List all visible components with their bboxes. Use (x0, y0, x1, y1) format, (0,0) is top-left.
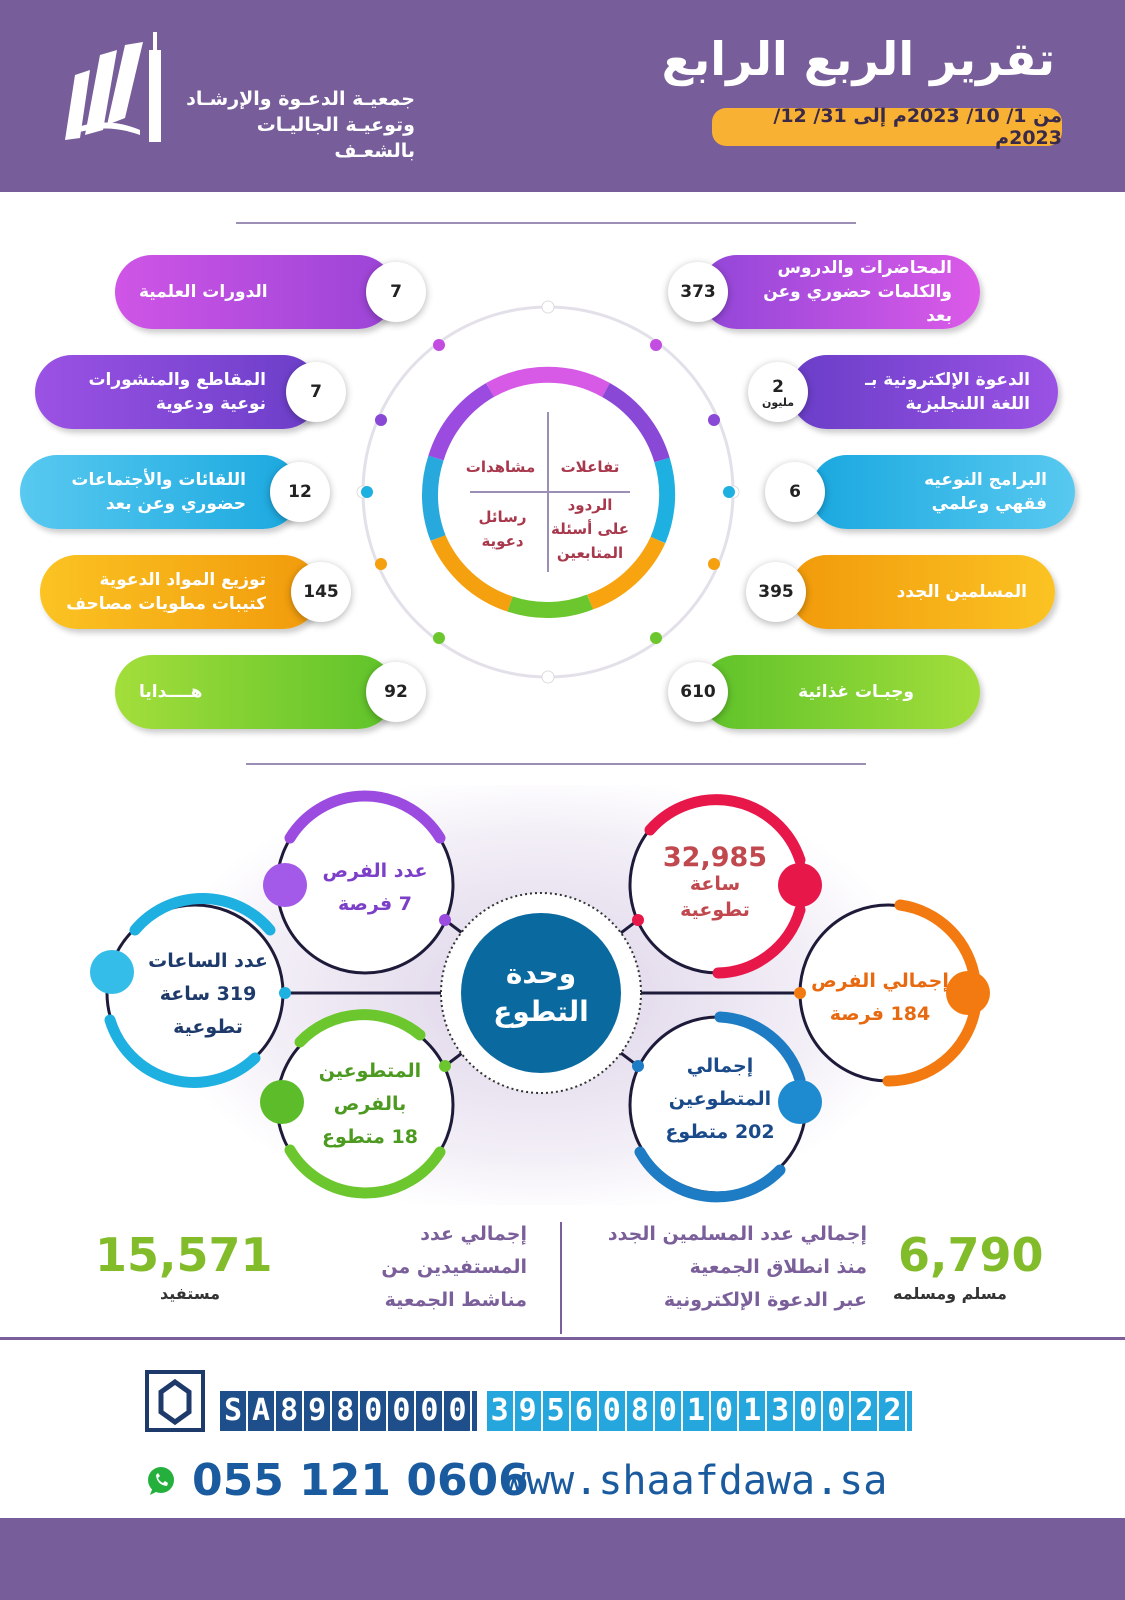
activity-label: الدعوة الإلكترونية بـ اللغة اللنجليزية (865, 370, 1030, 414)
center-quadrant-replies: الردود على أسئلة المتابعين (550, 496, 629, 562)
beneficiaries-label: إجمالي عدد المستفيدين من مناشط الجمعية (381, 1223, 527, 1311)
connector-dot (708, 414, 720, 426)
org-name: جمعيـة الدعـوة والإرشـاد وتوعيـة الجاليـا… (180, 86, 415, 164)
new-muslims-value: 6,790 (898, 1228, 1044, 1282)
iban-part1: SA8980000 (220, 1391, 477, 1431)
date-range-badge: من 1/ 10/ 2023م إلى 31/ 12/ 2023م (712, 105, 1062, 149)
activity-pill-materials: توزيع المواد الدعوية كتيبات مطويات مصاحف (40, 555, 320, 629)
activity-label: المسلمين الجدد (896, 582, 1027, 602)
activity-label: الدورات العلمية (139, 282, 268, 302)
connector-dot (361, 486, 373, 498)
volunteer-hours: عدد الساعات 319 ساعة تطوعية (148, 950, 268, 1038)
volunteer-diagram (90, 790, 990, 1203)
iban: SA8980000 395608010130022 (220, 1391, 912, 1431)
divider (236, 222, 856, 224)
divider (246, 763, 866, 765)
activity-value: 145 (291, 562, 351, 622)
connector-dot (375, 558, 387, 570)
connector-dot (650, 339, 662, 351)
activity-pill-courses: الدورات العلمية (115, 255, 395, 329)
connector-dot (433, 632, 445, 644)
new-muslims-label: إجمالي عدد المسلمين الجدد منذ انطلاق الجم… (607, 1223, 867, 1311)
activity-value: 7 (286, 362, 346, 422)
beneficiaries-unit: مستفيد (160, 1284, 221, 1303)
activity-label: وجبـات غذائية (798, 682, 914, 702)
website-link[interactable]: www.shaafdawa.sa (502, 1458, 888, 1504)
divider (560, 1222, 562, 1334)
activity-value: 12 (270, 462, 330, 522)
phone-number[interactable]: 055 121 0606 (192, 1455, 529, 1506)
activity-label: المحاضرات والدروس والكلمات حضوري وعن بعد (763, 258, 952, 326)
activity-value: 373 (668, 262, 728, 322)
footer-bar (0, 1518, 1125, 1600)
bank-logo-icon (145, 1370, 205, 1432)
activity-pill-posts: المقاطع والمنشورات نوعية ودعوية (35, 355, 320, 429)
activity-value: 395 (746, 562, 806, 622)
page-title: تقرير الربع الرابع (661, 32, 1055, 86)
connector-dot (708, 558, 720, 570)
activity-value: 610 (668, 662, 728, 722)
center-quadrant-interactions: تفاعلات (560, 458, 620, 476)
activity-value: 6 (765, 462, 825, 522)
org-name-line1: جمعيـة الدعـوة والإرشـاد (186, 88, 415, 110)
activity-label: اللقائات والأجتماعات حضوري وعن بعد (71, 470, 246, 514)
beneficiaries-value: 15,571 (95, 1228, 273, 1282)
activity-label: هــــدايا (139, 682, 203, 702)
volunteer-opportunities: عدد الفرص 7 فرصة (322, 860, 428, 915)
activity-value: 92 (366, 662, 426, 722)
connector-dot (433, 339, 445, 351)
total-volunteer-hours: 32,985 ساعة تطوعية (662, 842, 768, 921)
new-muslims-unit: مسلم ومسلمه (893, 1284, 1007, 1303)
activity-pill-e-dawah: الدعوة الإلكترونية بـ اللغة اللنجليزية (790, 355, 1058, 429)
header: جمعيـة الدعـوة والإرشـاد وتوعيـة الجاليـا… (0, 0, 1125, 192)
volunteer-unit-title: وحدة التطوع (493, 957, 589, 1028)
center-quadrant-messages: رسائل دعوية (478, 508, 527, 550)
volunteers-with-opportunities: المتطوعين بالفرص 18 متطوع (318, 1060, 422, 1148)
activity-pill-programs: البرامج النوعيه فقهي وعلمي (810, 455, 1075, 529)
connector-dot (650, 632, 662, 644)
activity-label: البرامج النوعيه فقهي وعلمي (924, 470, 1047, 514)
activity-value: 7 (366, 262, 426, 322)
total-opportunities: إجمالي الفرص 184 فرصة (811, 970, 949, 1025)
activity-value: 2 مليون (748, 362, 808, 422)
center-quadrant-views: مشاهدات (465, 458, 536, 476)
whatsapp-icon (148, 1467, 174, 1495)
activity-label: توزيع المواد الدعوية كتيبات مطويات مصاحف (66, 570, 266, 614)
iban-part2: 395608010130022 (486, 1391, 912, 1431)
divider (0, 1337, 1125, 1340)
activity-pill-lectures: المحاضرات والدروس والكلمات حضوري وعن بعد (700, 255, 980, 329)
activity-pill-meals: وجبـات غذائية (700, 655, 980, 729)
connector-dot (375, 414, 387, 426)
activity-pill-meetings: اللقائات والأجتماعات حضوري وعن بعد (20, 455, 300, 529)
total-volunteers: إجمالي المتطوعين 202 متطوع (665, 1055, 775, 1143)
activity-pill-new-muslims: المسلمين الجدد (790, 555, 1055, 629)
logo (65, 32, 161, 142)
connector-dot (723, 486, 735, 498)
activity-label: المقاطع والمنشورات نوعية ودعوية (88, 370, 266, 414)
activity-pill-gifts: هــــدايا (115, 655, 395, 729)
org-name-line2: وتوعيـة الجاليـات بالشعـف (256, 114, 415, 162)
activities-ring (356, 300, 740, 684)
